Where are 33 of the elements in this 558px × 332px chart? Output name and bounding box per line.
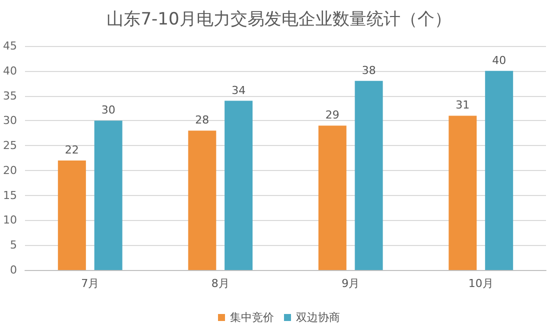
y-tick-label: 40 [2, 64, 17, 78]
legend-label: 集中竞价 [230, 311, 274, 324]
data-label: 31 [456, 98, 470, 112]
y-tick-label: 30 [2, 114, 17, 128]
bar [188, 130, 216, 270]
bar [448, 116, 477, 270]
bar [318, 126, 346, 270]
data-label: 22 [64, 143, 79, 156]
data-label: 40 [492, 54, 506, 67]
y-tick-label: 20 [2, 164, 17, 177]
bar [485, 70, 514, 270]
data-label: 38 [362, 64, 376, 77]
x-tick-label: 10月 [468, 277, 494, 290]
data-label: 29 [325, 108, 340, 122]
y-tick-label: 25 [2, 139, 17, 152]
legend-label: 双边协商 [296, 311, 340, 324]
chart-title: 山东7-10月电力交易发电企业数量统计（个） [106, 10, 452, 30]
y-tick-label: 0 [10, 264, 17, 276]
x-tick-label: 7月 [81, 277, 100, 290]
data-label: 28 [195, 114, 210, 127]
y-tick-label: 5 [10, 238, 17, 252]
y-tick-label: 15 [2, 188, 17, 202]
data-label: 30 [101, 104, 116, 117]
bar [224, 100, 253, 270]
y-tick-label: 45 [2, 40, 17, 52]
y-tick-label: 35 [2, 89, 17, 102]
y-tick-label: 10 [2, 214, 17, 227]
x-tick-label: 8月 [211, 277, 230, 290]
x-tick-label: 9月 [342, 277, 360, 290]
bar [58, 160, 86, 270]
data-label: 34 [232, 84, 246, 97]
bar [94, 120, 122, 270]
bar [354, 80, 383, 270]
